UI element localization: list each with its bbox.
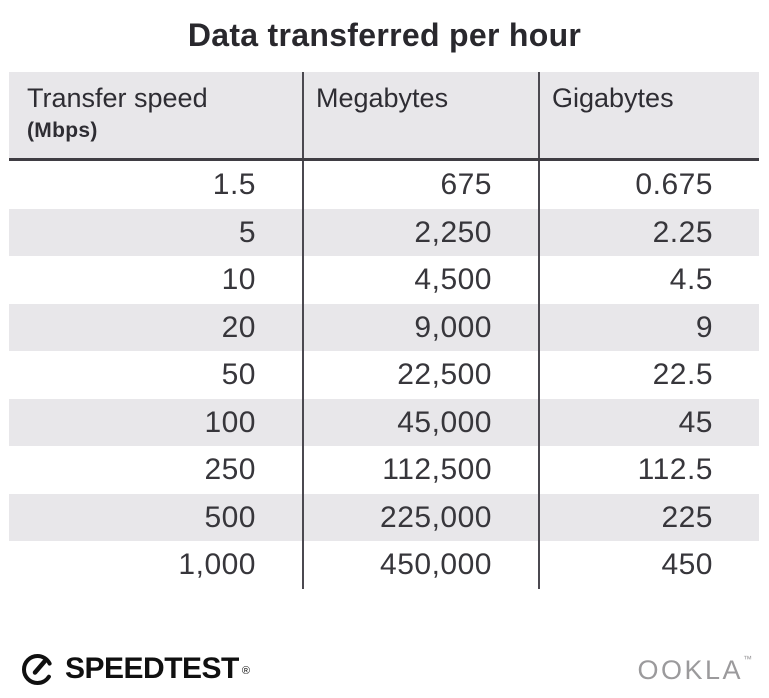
cell-gigabytes: 2.25 (538, 208, 759, 256)
cell-megabytes: 2,250 (302, 208, 538, 256)
table-row: 50 22,500 22.5 (9, 351, 759, 399)
speedtest-wordmark: SPEEDTEST (65, 651, 239, 685)
cell-megabytes: 4,500 (302, 256, 538, 304)
cell-megabytes: 22,500 (302, 351, 538, 399)
cell-gigabytes: 225 (538, 493, 759, 541)
table-row: 100 45,000 45 (9, 398, 759, 446)
table-row: 500 225,000 225 (9, 493, 759, 541)
cell-megabytes: 9,000 (302, 303, 538, 351)
column-header-gigabytes: Gigabytes (538, 72, 759, 158)
speedometer-icon (19, 650, 56, 687)
cell-gigabytes: 9 (538, 303, 759, 351)
trademark-mark: ™ (743, 654, 752, 664)
cell-transfer-speed: 10 (221, 263, 256, 296)
table-row: 1,000 450,000 450 (9, 541, 759, 589)
column-header-label: Gigabytes (552, 83, 674, 113)
ookla-wordmark: OOKLA (637, 655, 743, 685)
cell-gigabytes: 4.5 (538, 256, 759, 304)
cell-transfer-speed: 250 (204, 453, 256, 486)
cell-megabytes: 225,000 (302, 493, 538, 541)
column-header-label: Transfer speed (27, 83, 208, 113)
data-table: Transfer speed (Mbps) Megabytes Gigabyte… (9, 72, 759, 589)
speedtest-logo: SPEEDTEST ® (19, 650, 250, 687)
cell-transfer-speed: 20 (221, 310, 256, 344)
table-row: 250 112,500 112.5 (9, 446, 759, 494)
column-header-label: Megabytes (316, 83, 449, 113)
table-body: 1.5 675 0.675 5 2,250 2.25 10 4,500 4.5 … (9, 161, 759, 589)
cell-megabytes: 45,000 (302, 398, 538, 446)
column-header-transfer-speed: Transfer speed (Mbps) (9, 72, 302, 158)
cell-gigabytes: 450 (538, 541, 759, 589)
cell-megabytes: 450,000 (302, 541, 538, 589)
registered-mark: ® (241, 664, 250, 677)
cell-gigabytes: 0.675 (538, 161, 759, 209)
page-title: Data transferred per hour (187, 17, 582, 53)
cell-gigabytes: 22.5 (538, 351, 759, 399)
table-row: 10 4,500 4.5 (9, 256, 759, 304)
cell-transfer-speed: 500 (204, 500, 256, 534)
cell-transfer-speed: 5 (238, 215, 256, 249)
cell-megabytes: 675 (302, 161, 538, 209)
table-header-row: Transfer speed (Mbps) Megabytes Gigabyte… (9, 72, 759, 161)
cell-transfer-speed: 50 (221, 358, 256, 391)
column-header-sublabel: (Mbps) (27, 119, 98, 142)
table-row: 1.5 675 0.675 (9, 161, 759, 209)
cell-transfer-speed: 1.5 (212, 168, 256, 201)
ookla-logo: OOKLA™ (637, 654, 752, 686)
cell-transfer-speed: 100 (204, 405, 256, 439)
table-row: 20 9,000 9 (9, 303, 759, 351)
cell-transfer-speed: 1,000 (178, 548, 256, 581)
cell-megabytes: 112,500 (302, 446, 538, 494)
footer: SPEEDTEST ® OOKLA™ (0, 646, 769, 692)
cell-gigabytes: 112.5 (538, 446, 759, 494)
cell-gigabytes: 45 (538, 398, 759, 446)
column-header-megabytes: Megabytes (302, 72, 538, 158)
table-row: 5 2,250 2.25 (9, 208, 759, 256)
